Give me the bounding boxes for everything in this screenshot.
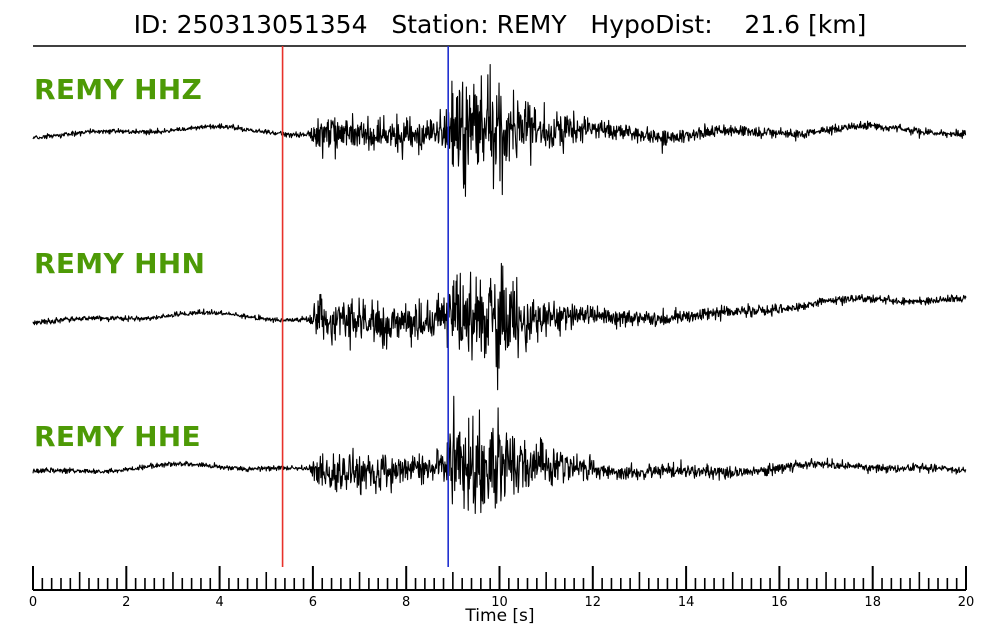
trace-label-hhz: REMY HHZ <box>34 73 203 106</box>
x-tick-label: 10 <box>491 595 508 610</box>
waveform-remy-hhn <box>32 262 967 391</box>
x-tick-label: 14 <box>678 595 695 610</box>
x-tick-label: 16 <box>771 595 788 610</box>
x-axis: 0 2 4 6 8 10 12 14 16 18 20 <box>29 566 974 610</box>
x-tick-label: 18 <box>864 595 881 610</box>
x-tick-label: 12 <box>585 595 602 610</box>
x-axis-label: Time [s] <box>465 606 535 626</box>
picks-group <box>281 46 449 567</box>
x-tick-label: 8 <box>402 595 410 610</box>
trace-label-hhn: REMY HHN <box>34 247 206 280</box>
trace-label-hhe: REMY HHE <box>34 420 201 453</box>
x-tick-label: 6 <box>309 595 317 610</box>
traces-group <box>32 64 967 515</box>
x-tick-label: 2 <box>122 595 130 610</box>
x-tick-label: 4 <box>215 595 223 610</box>
x-tick-label: 0 <box>29 595 37 610</box>
waveform-remy-hhe <box>32 395 967 515</box>
x-tick-label: 20 <box>958 595 975 610</box>
chart-title: ID: 250313051354 Station: REMY HypoDist:… <box>133 10 867 39</box>
waveform-remy-hhz <box>32 64 967 197</box>
